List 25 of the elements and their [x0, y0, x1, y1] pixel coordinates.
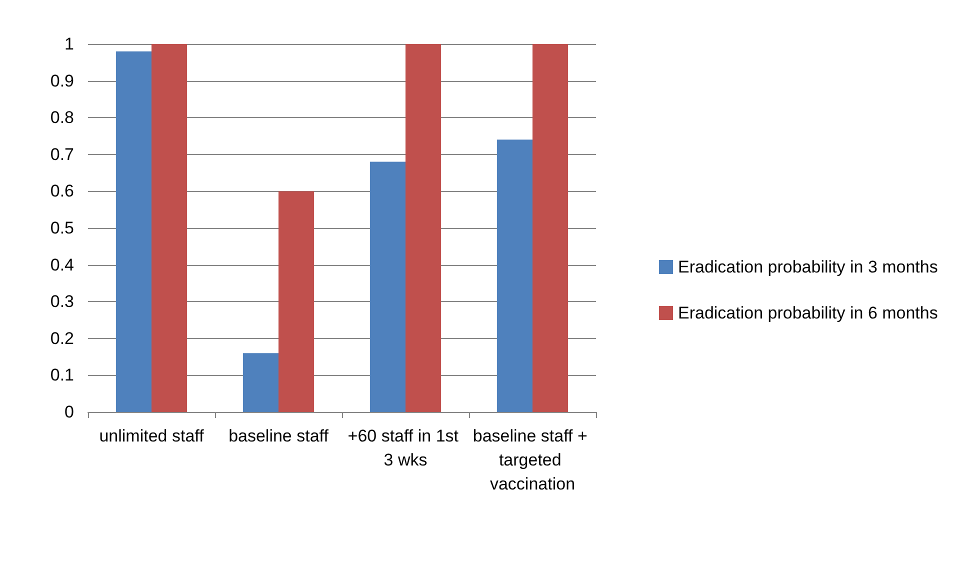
x-tick-label: baseline staff + targeted vaccination — [472, 426, 592, 494]
legend-label: Eradication probability in 3 months — [678, 258, 938, 276]
y-tick-label: 0.2 — [50, 328, 74, 348]
y-tick-label: 0.3 — [50, 292, 74, 312]
bar — [116, 51, 152, 412]
bar — [496, 140, 532, 412]
y-tick-label: 0.9 — [50, 71, 74, 90]
y-tick-label: 0.4 — [50, 255, 74, 274]
bar — [406, 44, 442, 412]
legend-label: Eradication probability in 6 months — [678, 304, 938, 322]
y-tick-label: 1 — [64, 34, 74, 54]
bar — [278, 191, 314, 412]
bar — [532, 44, 568, 412]
y-tick-label: 0.7 — [50, 144, 74, 164]
y-tick-label: 0 — [64, 402, 74, 422]
x-tick-label: +60 staff in 1st 3 wks — [348, 426, 464, 470]
x-tick-label: unlimited staff — [99, 426, 204, 446]
y-tick-label: 0.6 — [50, 182, 74, 201]
y-tick-label: 0.5 — [50, 218, 74, 238]
y-tick-label: 0.1 — [50, 366, 74, 385]
bar — [370, 162, 406, 412]
y-tick-label: 0.8 — [50, 108, 74, 128]
x-tick-label: baseline staff — [228, 426, 329, 446]
bar — [242, 353, 278, 412]
bar — [152, 44, 188, 412]
